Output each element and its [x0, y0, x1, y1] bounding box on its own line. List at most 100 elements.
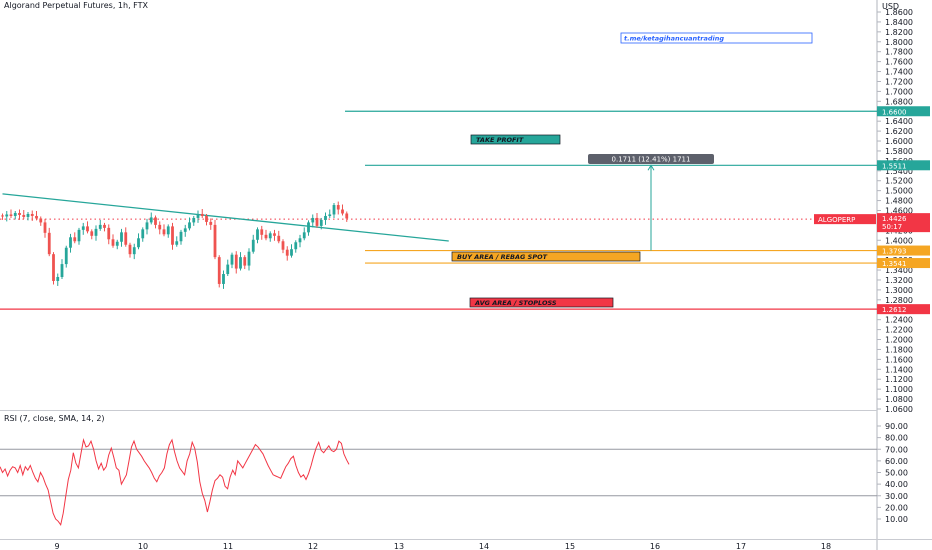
candle-body — [22, 214, 26, 217]
candle-body — [94, 228, 98, 236]
candle-body — [132, 247, 136, 255]
candle-body — [141, 229, 145, 239]
rsi-tick-label: 50.00 — [885, 469, 908, 478]
price-tick-label: 1.4800 — [885, 197, 913, 206]
candle-body — [81, 226, 85, 230]
price-tick-label: 1.3200 — [885, 276, 913, 285]
candle-body — [345, 213, 349, 219]
candle-body — [43, 222, 47, 233]
candle-body — [307, 222, 310, 233]
time-tick-label: 16 — [650, 542, 660, 550]
candle-body — [13, 212, 17, 216]
candle-body — [56, 276, 60, 281]
time-tick-label: 10 — [138, 542, 148, 550]
candle-body — [209, 221, 213, 225]
measure-label: 0.1711 (12.41%) 1711 — [612, 156, 691, 164]
candle-body — [154, 217, 157, 225]
candle-body — [319, 219, 323, 226]
price-tick-label: 1.3400 — [885, 266, 913, 275]
take-profit-box — [470, 134, 561, 145]
candle-body — [273, 233, 276, 236]
price-tick-label: 1.8200 — [885, 28, 913, 37]
candle-body — [311, 217, 315, 223]
candle-body — [192, 217, 196, 223]
time-axis: 9 10 11 12 13 14 15 16 17 18 — [54, 542, 831, 550]
candle-body — [107, 227, 111, 240]
candle-body — [158, 224, 162, 230]
measure-label-box — [588, 154, 714, 164]
price-tick-label: 1.5200 — [885, 177, 913, 186]
candle-body — [162, 229, 166, 235]
rsi-pane — [0, 437, 877, 527]
price-tick-label: 1.1600 — [885, 355, 913, 364]
candles — [1, 201, 349, 289]
level-tag-label-top: 1.6600 — [882, 108, 907, 116]
candle-body — [332, 205, 336, 215]
price-tick-label: 1.5400 — [885, 167, 913, 176]
candle-body — [115, 241, 119, 246]
candle-body — [251, 239, 255, 252]
candle-body — [103, 224, 106, 228]
time-tick-label: 15 — [565, 542, 575, 550]
candle-body — [90, 231, 94, 236]
price-tick-label: 1.4000 — [885, 236, 913, 245]
candle-body — [268, 233, 272, 239]
rsi-tick-label: 80.00 — [885, 434, 908, 443]
candle-body — [149, 217, 153, 223]
candle-body — [179, 231, 183, 242]
candle-body — [239, 257, 242, 269]
candle-body — [73, 237, 77, 242]
candle-body — [294, 242, 298, 250]
buy-area-text: BUY AREA / REBAG SPOT — [457, 253, 548, 261]
price-tick-label: 1.8000 — [885, 38, 913, 47]
price-tick-label: 1.0800 — [885, 395, 913, 404]
candle-body — [9, 214, 13, 216]
candle-body — [247, 251, 251, 266]
candle-body — [315, 217, 319, 226]
rsi-tick-label: 40.00 — [885, 480, 908, 489]
candle-body — [64, 247, 68, 265]
level-tag-buy-lower — [877, 258, 930, 269]
avg-area-text: AVG AREA / STOPLOSS — [474, 299, 557, 307]
candle-body — [336, 205, 340, 210]
candle-body — [52, 254, 55, 281]
level-tag-take-profit — [877, 160, 930, 171]
candle-body — [290, 249, 293, 256]
time-tick-label: 11 — [223, 542, 233, 550]
candle-body — [324, 215, 327, 220]
price-tick-label: 1.5800 — [885, 147, 913, 156]
level-tag-label-take-profit: 1.5511 — [882, 162, 907, 170]
price-tick-label: 1.5000 — [885, 187, 913, 196]
candle-body — [77, 229, 81, 242]
candle-body — [98, 224, 102, 229]
candle-body — [5, 214, 9, 217]
trendline — [2, 193, 449, 242]
candle-body — [205, 215, 208, 222]
candle-body — [302, 232, 306, 239]
candle-body — [86, 226, 89, 232]
price-tick-label: 1.6000 — [885, 137, 913, 146]
price-tick-label: 1.1400 — [885, 365, 913, 374]
price-tick-label: 1.6200 — [885, 127, 913, 136]
candle-body — [171, 226, 174, 245]
price-tick-label: 1.4600 — [885, 207, 913, 216]
symbol-tag-label: ALGOPERP — [818, 216, 855, 224]
candle-body — [124, 232, 128, 245]
link-box — [620, 32, 813, 44]
symbol-tag-box — [814, 214, 876, 225]
candle-body — [217, 257, 221, 284]
candle-body — [200, 213, 204, 216]
level-tag-stoploss — [877, 304, 930, 315]
time-tick-label: 18 — [821, 542, 831, 550]
rsi-title: RSI (7, close, SMA, 14, 2) — [4, 414, 105, 423]
candle-body — [188, 222, 191, 229]
candle-body — [30, 213, 34, 216]
rsi-tick-label: 70.00 — [885, 445, 908, 454]
rsi-line — [0, 437, 350, 527]
candle-body — [175, 241, 179, 245]
rsi-tick-label: 60.00 — [885, 457, 908, 466]
rsi-tick-label: 90.00 — [885, 422, 908, 431]
candle-body — [47, 232, 51, 255]
